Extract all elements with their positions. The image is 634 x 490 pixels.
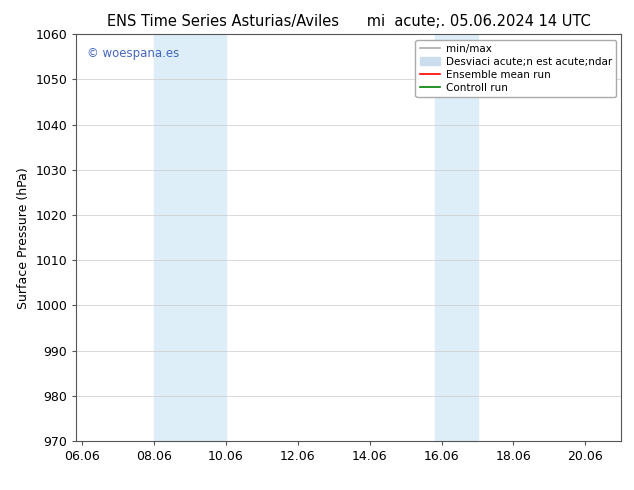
Title: ENS Time Series Asturias/Aviles      mi  acute;. 05.06.2024 14 UTC: ENS Time Series Asturias/Aviles mi acute… xyxy=(107,14,591,29)
Y-axis label: Surface Pressure (hPa): Surface Pressure (hPa) xyxy=(16,167,30,309)
Bar xyxy=(154,34,226,441)
Bar xyxy=(436,34,477,441)
Legend: min/max, Desviaci acute;n est acute;ndar, Ensemble mean run, Controll run: min/max, Desviaci acute;n est acute;ndar… xyxy=(415,40,616,97)
Text: © woespana.es: © woespana.es xyxy=(87,47,179,59)
